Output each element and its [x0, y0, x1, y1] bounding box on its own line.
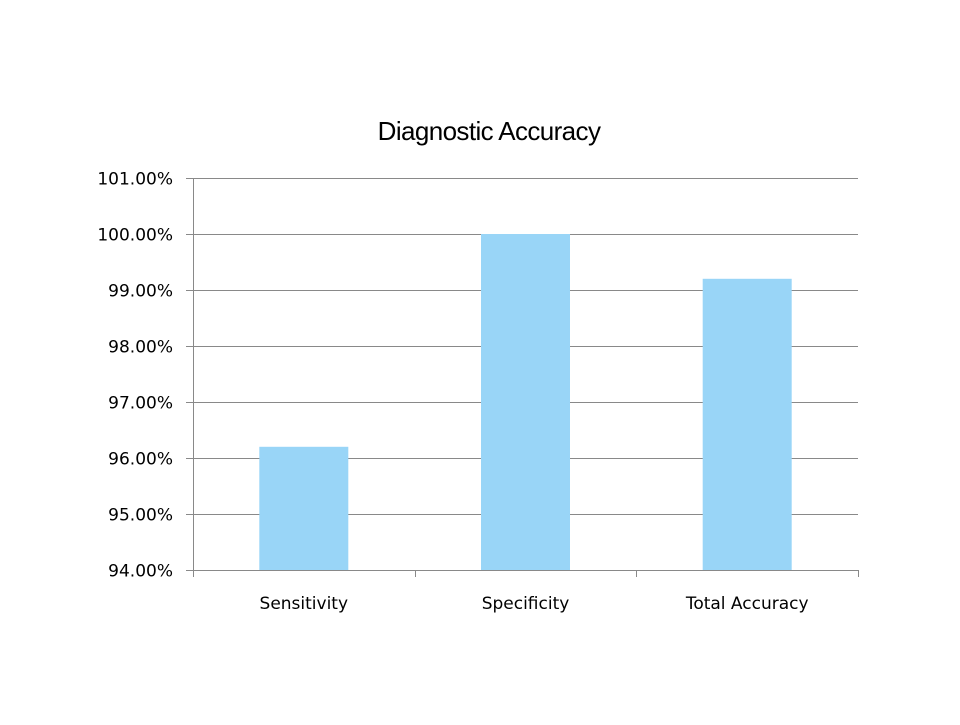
y-tick-label: 100.00%: [97, 226, 173, 246]
y-tick-label: 97.00%: [108, 394, 173, 414]
bars: [259, 234, 792, 570]
x-tick-label: Specificity: [482, 594, 570, 614]
chart-title: Diagnostic Accuracy: [377, 116, 601, 146]
y-tick-label: 95.00%: [108, 506, 173, 526]
bar-total-accuracy: [702, 278, 792, 570]
bar-specificity: [481, 234, 570, 570]
y-tick-labels: 94.00% 95.00% 96.00% 97.00% 98.00% 99.00% 100.…: [97, 170, 173, 582]
x-tick-label: Sensitivity: [260, 594, 349, 614]
y-tick-label: 99.00%: [108, 282, 173, 302]
bar-sensitivity: [259, 446, 349, 570]
x-tick-labels: Sensitivity Specificity Total Accuracy: [260, 594, 809, 614]
y-tick-label: 94.00%: [108, 562, 173, 582]
axes: [186, 178, 859, 577]
y-tick-label: 96.00%: [108, 450, 173, 470]
y-tick-label: 98.00%: [108, 338, 173, 358]
x-tick-label: Total Accuracy: [685, 594, 809, 614]
y-tick-label: 101.00%: [97, 170, 173, 190]
